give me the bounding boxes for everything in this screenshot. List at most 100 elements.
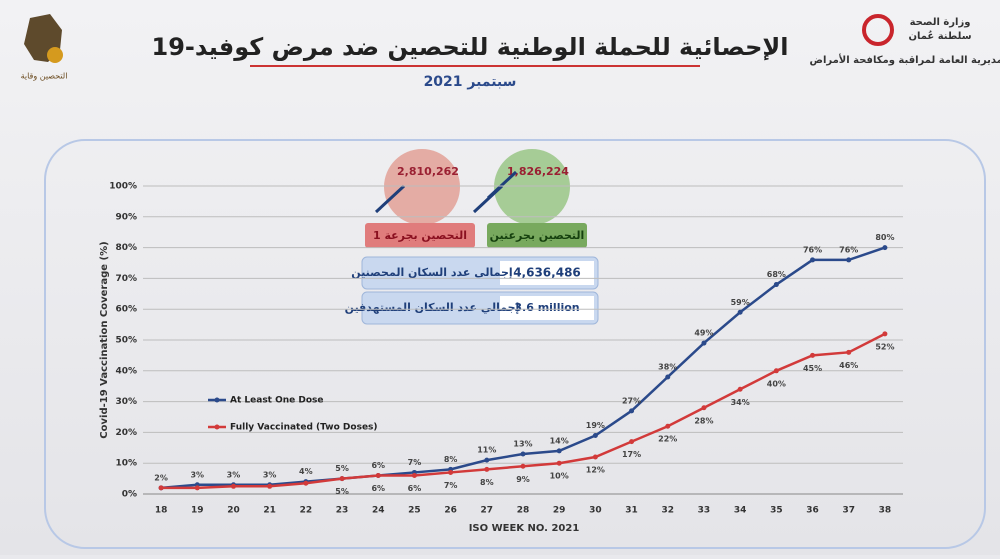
x-tick-label: 23 [336, 506, 349, 516]
data-label: 19% [586, 421, 605, 430]
data-point [593, 433, 598, 438]
data-label: 6% [371, 461, 385, 470]
country-name: سلطنة عُمان [908, 30, 971, 42]
vaccinated-label: إجمالي عدد السكان المحصنين [351, 266, 512, 279]
data-point [810, 257, 815, 262]
data-label: 4% [299, 467, 313, 476]
x-tick-label: 30 [589, 506, 602, 516]
x-tick-label: 27 [481, 506, 494, 516]
data-label: 46% [839, 361, 858, 370]
data-label: 28% [694, 416, 713, 425]
data-label: 59% [731, 298, 750, 307]
data-point [810, 353, 815, 358]
data-label: 5% [335, 487, 349, 496]
y-axis-title: Covid-19 Vaccination Coverage (%) [99, 241, 110, 438]
data-label: 8% [444, 455, 458, 464]
x-tick-label: 21 [263, 506, 276, 516]
x-tick-label: 32 [661, 506, 674, 516]
x-tick-label: 20 [227, 506, 240, 516]
x-tick-label: 38 [879, 506, 892, 516]
legend-marker [215, 398, 220, 403]
x-tick-label: 31 [625, 506, 638, 516]
x-tick-label: 18 [155, 506, 168, 516]
data-label: 52% [875, 342, 894, 351]
data-point [267, 484, 272, 489]
y-tick-label: 100% [109, 182, 137, 192]
data-point [701, 341, 706, 346]
data-label: 27% [622, 396, 641, 405]
data-point [593, 455, 598, 460]
data-label: 6% [408, 484, 422, 493]
data-point [774, 282, 779, 287]
data-point [846, 350, 851, 355]
data-label: 40% [767, 379, 786, 388]
x-tick-label: 28 [517, 506, 530, 516]
data-label: 12% [586, 466, 605, 475]
data-point [557, 461, 562, 466]
data-point [231, 484, 236, 489]
dose2-circle [494, 149, 570, 225]
legend-marker [215, 425, 220, 430]
data-point [521, 464, 526, 469]
data-label: 11% [477, 446, 496, 455]
data-point [159, 485, 164, 490]
title: الإحصائية للحملة الوطنية للتحصين ضد مرض … [152, 33, 789, 61]
ministry-name: وزارة الصحة [910, 17, 971, 28]
data-label: 3% [263, 470, 277, 479]
data-label: 7% [408, 458, 422, 467]
data-label: 7% [444, 481, 458, 490]
x-tick-label: 34 [734, 506, 747, 516]
data-point [412, 473, 417, 478]
x-tick-label: 26 [444, 506, 457, 516]
logo-text: التحصين وقاية [21, 72, 68, 81]
dose2-value: 1,826,224 [507, 165, 569, 178]
y-tick-label: 70% [115, 274, 137, 284]
data-label: 34% [731, 398, 750, 407]
data-point [195, 485, 200, 490]
data-point [665, 424, 670, 429]
vaccinated-value: 4,636,486 [513, 266, 581, 280]
data-point [882, 245, 887, 250]
logo-badge [47, 47, 63, 63]
legend-label: At Least One Dose [230, 396, 324, 406]
dose1-circle [384, 149, 460, 225]
y-tick-label: 10% [115, 459, 137, 469]
data-label: 2% [154, 473, 168, 482]
data-point [738, 310, 743, 315]
x-tick-label: 33 [698, 506, 711, 516]
y-tick-label: 0% [122, 490, 137, 500]
subtitle: سبتمبر 2021 [424, 74, 517, 90]
dose1-label: التحصين بجرعة 1 [373, 229, 467, 242]
data-label: 8% [480, 478, 494, 487]
x-tick-label: 25 [408, 506, 421, 516]
data-point [521, 451, 526, 456]
data-label: 5% [335, 464, 349, 473]
x-axis-title: ISO WEEK NO. 2021 [469, 523, 580, 534]
x-tick-label: 37 [842, 506, 855, 516]
y-tick-label: 40% [115, 366, 137, 376]
data-point [557, 448, 562, 453]
data-label: 49% [694, 329, 713, 338]
data-label: 38% [658, 362, 677, 371]
data-label: 17% [622, 450, 641, 459]
y-tick-label: 60% [115, 305, 137, 315]
data-label: 9% [516, 475, 530, 484]
dose1-value: 2,810,262 [397, 165, 459, 178]
data-point [629, 439, 634, 444]
data-label: 76% [803, 245, 822, 254]
data-point [340, 476, 345, 481]
data-label: 68% [767, 270, 786, 279]
data-label: 80% [875, 233, 894, 242]
dose2-label: التحصين بجرعتين [490, 229, 585, 242]
x-tick-label: 22 [300, 506, 313, 516]
data-point [701, 405, 706, 410]
y-tick-label: 80% [115, 243, 137, 253]
x-tick-label: 24 [372, 506, 385, 516]
x-tick-label: 19 [191, 506, 204, 516]
data-label: 6% [371, 484, 385, 493]
y-tick-label: 30% [115, 397, 137, 407]
data-label: 22% [658, 435, 677, 444]
x-tick-label: 29 [553, 506, 566, 516]
data-label: 13% [513, 439, 532, 448]
